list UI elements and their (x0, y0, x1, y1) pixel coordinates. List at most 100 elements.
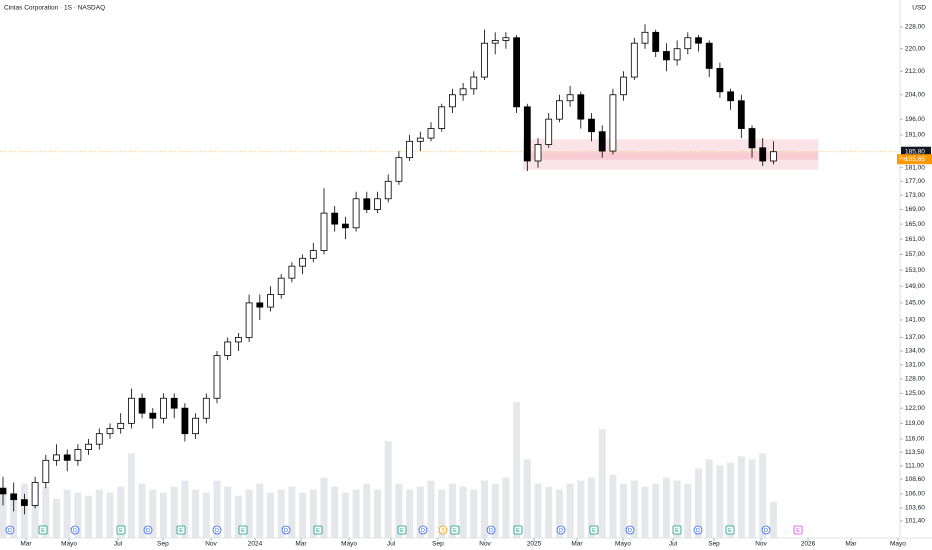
y-tick-label: 228,00 (905, 24, 925, 31)
candle-body (534, 144, 542, 162)
volume-bar (523, 459, 531, 538)
y-tick-label: 212,00 (905, 68, 925, 75)
volume-bar (42, 486, 50, 538)
y-tick-label: 137,00 (905, 334, 925, 341)
y-tick-label: 106,00 (905, 491, 925, 498)
y-tick-label: 125,00 (905, 390, 925, 397)
volume-bar (566, 483, 574, 538)
event-marker (761, 525, 771, 535)
volume-bar (149, 489, 157, 538)
event-marker (589, 525, 599, 535)
y-tick-label: 153,00 (905, 267, 925, 274)
y-tick-label: 116,00 (905, 436, 925, 443)
candle-body (406, 140, 414, 159)
event-marker (313, 525, 323, 535)
event-marker (513, 525, 523, 535)
y-tick-label: 181,00 (905, 164, 925, 171)
candle-body (737, 100, 745, 129)
y-tick-label: 169,00 (905, 206, 925, 213)
event-marker (281, 525, 291, 535)
volume-bar (374, 489, 382, 538)
volume-bar (127, 453, 135, 538)
volume-bar (288, 486, 296, 538)
event-marker (725, 525, 735, 535)
volume-bar (309, 489, 317, 538)
y-tick-label: 131,00 (905, 361, 925, 368)
candle-body (117, 422, 125, 429)
event-marker (176, 525, 186, 535)
event-label: D (8, 528, 12, 534)
event-marker (70, 525, 80, 535)
event-label: E (675, 528, 679, 534)
volume-bar (534, 483, 542, 538)
x-tick-label: 2026 (801, 541, 816, 548)
volume-bar (352, 489, 360, 538)
candle-body (53, 454, 60, 461)
volume-bar (63, 489, 71, 538)
y-tick-label: 191,00 (905, 132, 925, 139)
candle-body (309, 250, 317, 259)
candle-body (85, 443, 92, 450)
candle-body (459, 88, 467, 96)
zone (523, 139, 819, 170)
candle-body (127, 397, 135, 424)
candle-body (74, 449, 82, 461)
candle-body (577, 94, 585, 120)
volume-bar (299, 492, 307, 538)
last-price-label: 185,80 (905, 148, 925, 155)
x-tick-label: Nov (755, 541, 767, 548)
volume-bar (513, 402, 521, 538)
event-marker (397, 525, 407, 535)
candle-body (416, 137, 424, 142)
candle-body (170, 397, 178, 409)
event-label: D (764, 528, 768, 534)
candle-body (630, 42, 638, 78)
event-label: E (241, 528, 245, 534)
candle-body (374, 198, 381, 210)
candle-body (256, 302, 264, 308)
y-tick-label: 149,00 (905, 283, 925, 290)
event-label: E (41, 528, 45, 534)
volume-bar (716, 465, 724, 538)
event-label: D (696, 528, 700, 534)
pre-market-tag: Pre (899, 157, 907, 163)
y-tick-label: 101,40 (905, 518, 925, 525)
volume-bar (192, 489, 200, 538)
event-marker (238, 525, 248, 535)
candle-body (352, 198, 360, 229)
event-label: E (796, 528, 800, 534)
last-price-box (901, 146, 931, 157)
volume-bar (117, 486, 125, 538)
candle-body (770, 151, 777, 162)
volume-bar (727, 462, 735, 538)
volume-bar (427, 480, 435, 538)
volume-bar (106, 492, 114, 538)
candle-body (513, 37, 521, 108)
pre-market-label: 185,65 (905, 156, 925, 163)
event-label: E (400, 528, 404, 534)
event-label: D (628, 528, 632, 534)
event-marker (625, 525, 635, 535)
candle-body (245, 302, 253, 338)
chart-title: Cintas Corporation · 1S · NASDAQ (4, 5, 105, 12)
candle-body (267, 294, 274, 308)
volume-bar (641, 486, 649, 538)
volume-bar (277, 489, 285, 538)
candle-body (95, 433, 103, 445)
event-label: E (179, 528, 183, 534)
candle-body (470, 76, 478, 90)
volume-bar (320, 477, 328, 538)
candle-body (384, 180, 392, 200)
volume-bar (256, 483, 264, 538)
volume-bar (52, 498, 60, 538)
volume-bar (588, 477, 596, 538)
volume-bar (598, 429, 606, 538)
volume-bar (491, 483, 499, 538)
event-label: D (489, 528, 493, 534)
y-tick-label: 128,00 (905, 376, 925, 383)
volume-bar (502, 477, 510, 538)
event-marker (5, 525, 15, 535)
event-label: E (316, 528, 320, 534)
event-label: D (73, 528, 77, 534)
